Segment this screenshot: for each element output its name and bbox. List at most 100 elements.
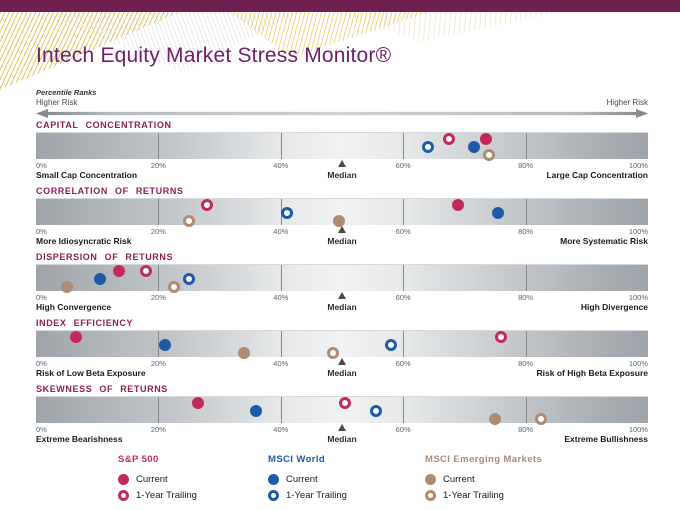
axis-under-bar: High Convergence Median High Divergence … <box>36 291 648 315</box>
data-point-sp500-trailing <box>495 330 508 343</box>
data-point-sp500-current <box>479 132 492 145</box>
axis-tick-label: 0% <box>36 227 47 236</box>
category-label: SKEWNESS OF RETURNS <box>36 384 168 394</box>
axis-tick-label: 80% <box>518 425 534 434</box>
axis-tick-label: 40% <box>273 425 289 434</box>
legend: S&P 500 Current 1-Year Trailing MSCI World C… <box>118 454 575 503</box>
axis-tick-label: 100% <box>628 227 648 236</box>
legend-item-trailing: 1-Year Trailing <box>268 487 425 503</box>
median-label: Median <box>327 302 357 312</box>
tick-line <box>525 397 527 423</box>
data-point-msci_em-trailing <box>183 214 195 227</box>
tick-line <box>525 265 527 291</box>
data-point-msci_world-trailing <box>384 338 397 351</box>
tick-line <box>158 397 160 423</box>
category-label: CORRELATION OF RETURNS <box>36 186 184 196</box>
axis-tick-label: 0% <box>36 293 47 302</box>
axis-tick-label: 40% <box>273 161 289 170</box>
indicator-rows: CAPITAL CONCENTRATION Small Cap Concentr… <box>36 118 648 448</box>
axis-tick-label: 20% <box>150 227 166 236</box>
data-point-msci_world-trailing <box>183 272 195 285</box>
tick-line <box>158 133 160 159</box>
percentile-ranks-label: Percentile Ranks <box>36 88 97 97</box>
data-point-msci_world-current <box>94 272 107 285</box>
tick-line <box>280 397 282 423</box>
data-point-msci_em-current <box>238 346 251 359</box>
higher-risk-row: Higher Risk Higher Risk <box>36 98 648 107</box>
axis-tick-label: 0% <box>36 425 47 434</box>
axis-tick-label: 60% <box>395 425 411 434</box>
axis-tick-label: 20% <box>150 161 166 170</box>
percentile-bar <box>36 264 648 293</box>
category-label: INDEX EFFICIENCY <box>36 318 134 328</box>
data-point-sp500-current <box>69 330 82 343</box>
axis-tick-label: 20% <box>150 359 166 368</box>
left-endpoint-label: Risk of Low Beta Exposure <box>36 368 146 378</box>
percentile-bar <box>36 396 648 425</box>
legend-item-label: Current <box>443 473 475 485</box>
axis-under-bar: Risk of Low Beta Exposure Median Risk of… <box>36 357 648 381</box>
data-point-sp500-trailing <box>443 132 456 145</box>
data-point-msci_world-trailing <box>421 140 434 153</box>
axis-under-bar: Extreme Bearishness Median Extreme Bulli… <box>36 423 648 447</box>
tick-line <box>280 133 282 159</box>
median-label: Median <box>327 236 357 246</box>
legend-series-title: MSCI World <box>268 454 326 465</box>
data-point-sp500-current <box>452 198 465 211</box>
data-point-sp500-trailing <box>339 396 352 409</box>
axis-tick-label: 80% <box>518 359 534 368</box>
data-point-msci_world-current <box>492 206 505 219</box>
higher-risk-left-label: Higher Risk <box>36 98 78 107</box>
percentile-bar <box>36 330 648 359</box>
percentile-bar <box>36 132 648 161</box>
axis-tick-label: 20% <box>150 293 166 302</box>
data-point-msci_world-current <box>467 140 480 153</box>
open-circle-icon <box>425 489 436 501</box>
legend-item-label: 1-Year Trailing <box>136 489 197 501</box>
tick-line <box>280 331 282 357</box>
axis-tick-label: 40% <box>273 293 289 302</box>
left-endpoint-label: Small Cap Concentration <box>36 170 138 180</box>
axis-tick-label: 60% <box>395 359 411 368</box>
axis-tick-label: 80% <box>518 161 534 170</box>
axis-tick-label: 80% <box>518 293 534 302</box>
percentile-bar <box>36 198 648 227</box>
filled-circle-icon <box>425 473 436 485</box>
tick-line <box>525 133 527 159</box>
tick-line <box>403 265 405 291</box>
tick-line <box>525 331 527 357</box>
axis-tick-label: 20% <box>150 425 166 434</box>
stress-indicator-row: INDEX EFFICIENCY Risk of Low Beta Exposu… <box>36 316 648 382</box>
double-arrow-icon <box>36 109 648 118</box>
data-point-msci_world-current <box>158 338 171 351</box>
median-marker-icon <box>338 226 346 233</box>
category-label: DISPERSION OF RETURNS <box>36 252 174 262</box>
stress-indicator-row: CORRELATION OF RETURNS More Idiosyncrati… <box>36 184 648 250</box>
data-point-msci_em-current <box>332 214 345 227</box>
axis-tick-label: 100% <box>628 425 648 434</box>
open-circle-icon <box>118 489 129 501</box>
axis-tick-label: 0% <box>36 359 47 368</box>
right-endpoint-label: Risk of High Beta Exposure <box>536 368 648 378</box>
data-point-msci_world-trailing <box>369 404 382 417</box>
axis-tick-label: 40% <box>273 227 289 236</box>
tick-line <box>525 199 527 225</box>
legend-item-trailing: 1-Year Trailing <box>118 487 268 503</box>
legend-group-sp500: S&P 500 Current 1-Year Trailing <box>118 454 268 503</box>
axis-tick-label: 100% <box>628 359 648 368</box>
data-point-sp500-current <box>112 264 125 277</box>
median-marker-icon <box>338 358 346 365</box>
median-marker-icon <box>338 424 346 431</box>
tick-line <box>403 397 405 423</box>
median-marker-icon <box>338 160 346 167</box>
legend-group-msci_em: MSCI Emerging Markets Current 1-Year Trail… <box>425 454 575 503</box>
right-endpoint-label: More Systematic Risk <box>560 236 648 246</box>
data-point-msci_em-trailing <box>534 412 547 425</box>
legend-item-label: Current <box>286 473 318 485</box>
data-point-msci_world-current <box>250 404 263 417</box>
axis-tick-label: 100% <box>628 293 648 302</box>
legend-item-label: 1-Year Trailing <box>286 489 347 501</box>
legend-group-msci_world: MSCI World Current 1-Year Trailing <box>268 454 425 503</box>
tick-line <box>403 199 405 225</box>
legend-item-label: Current <box>136 473 168 485</box>
